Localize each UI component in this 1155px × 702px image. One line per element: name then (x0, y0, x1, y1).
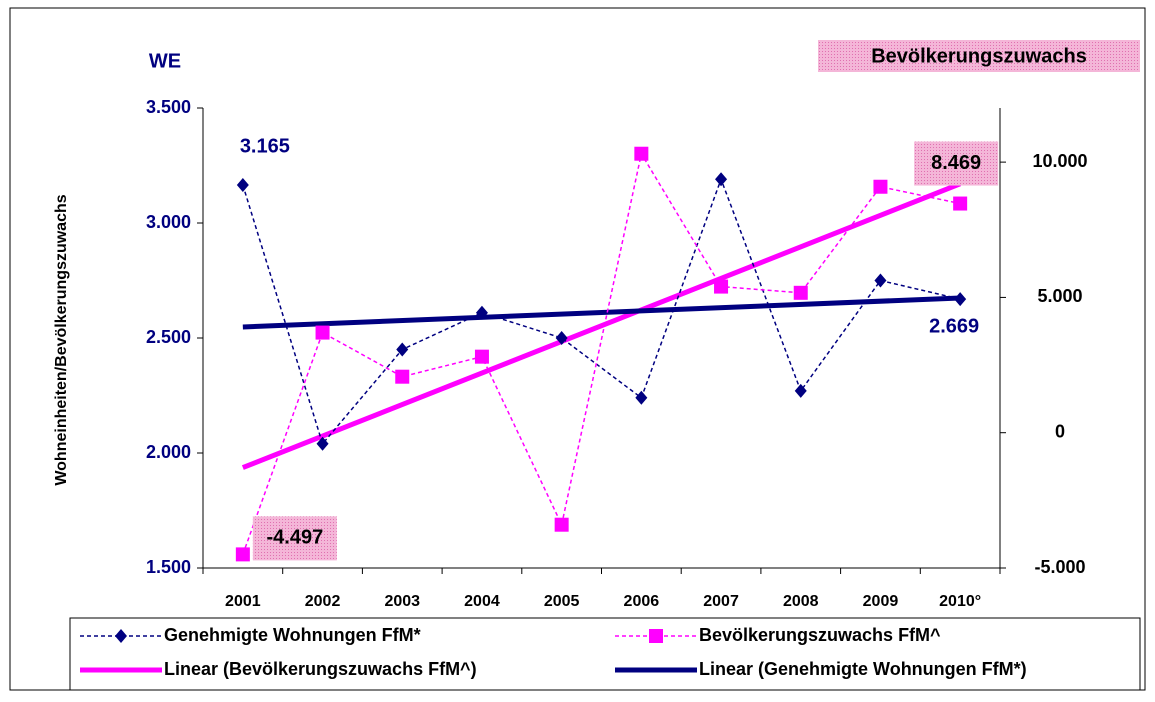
x-tick-label: 2010° (939, 593, 981, 610)
right-label-box (818, 40, 1140, 72)
x-tick-label: 2003 (384, 593, 420, 610)
x-tick-label: 2007 (703, 593, 739, 610)
data-point (315, 325, 330, 340)
data-point (873, 179, 888, 194)
value-label: 3.165 (240, 135, 290, 157)
legend-marker (115, 629, 127, 643)
data-point (554, 517, 569, 532)
x-tick-label: 2004 (464, 593, 500, 610)
y-axis-title: Wohneinheiten/Bevölkerungszuwachs (53, 194, 70, 485)
x-tick-label: 2001 (225, 593, 261, 610)
value-label-box (252, 516, 337, 561)
legend (69, 617, 1141, 691)
legend-label: Genehmigte Wohnungen FfM* (164, 625, 421, 645)
series-line (242, 151, 961, 555)
data-point (396, 342, 409, 357)
trend-line (241, 181, 962, 470)
data-point (715, 172, 728, 187)
legend-label: Bevölkerungszuwachs FfM^ (699, 625, 941, 645)
data-point (235, 547, 250, 562)
right-axis-label: Bevölkerungszuwachs (871, 45, 1087, 67)
data-point (634, 146, 649, 161)
data-point (635, 390, 648, 405)
data-point (236, 178, 249, 193)
value-label: -4.497 (266, 527, 323, 549)
legend-marker (649, 629, 663, 643)
data-point (555, 331, 568, 345)
value-label: 2.669 (929, 315, 979, 337)
x-tick-label: 2005 (544, 593, 580, 610)
data-point (794, 383, 807, 398)
x-tick-label: 2008 (783, 593, 819, 610)
series-line (242, 177, 961, 446)
y-tick-label: 3.000 (146, 212, 191, 232)
y-tick-label: 2.000 (146, 442, 191, 462)
legend-label: Linear (Bevölkerungszuwachs FfM^) (164, 659, 477, 679)
y2-tick-label: 10.000 (1032, 151, 1087, 171)
trend-line (242, 295, 961, 330)
data-point (874, 273, 887, 288)
data-point (954, 292, 967, 307)
legend-label: Linear (Genehmigte Wohnungen FfM*) (699, 659, 1027, 679)
x-tick-label: 2006 (624, 593, 660, 610)
data-point (793, 285, 808, 300)
x-tick-label: 2002 (305, 593, 341, 610)
y2-tick-label: 0 (1055, 421, 1065, 441)
data-point (475, 305, 488, 320)
data-point (474, 349, 489, 364)
data-point (953, 196, 968, 211)
data-point (316, 436, 329, 451)
x-tick-label: 2009 (863, 593, 899, 610)
value-label-box (914, 141, 999, 186)
y-tick-label: 1.500 (146, 557, 191, 577)
y2-tick-label: -5.000 (1034, 557, 1085, 577)
y-tick-label: 2.500 (146, 327, 191, 347)
y-tick-label: 3.500 (146, 97, 191, 117)
y2-tick-label: 5.000 (1037, 286, 1082, 306)
value-label: 8.469 (931, 152, 981, 174)
data-point (714, 279, 729, 294)
data-point (395, 369, 410, 384)
left-axis-label: WE (149, 50, 181, 72)
